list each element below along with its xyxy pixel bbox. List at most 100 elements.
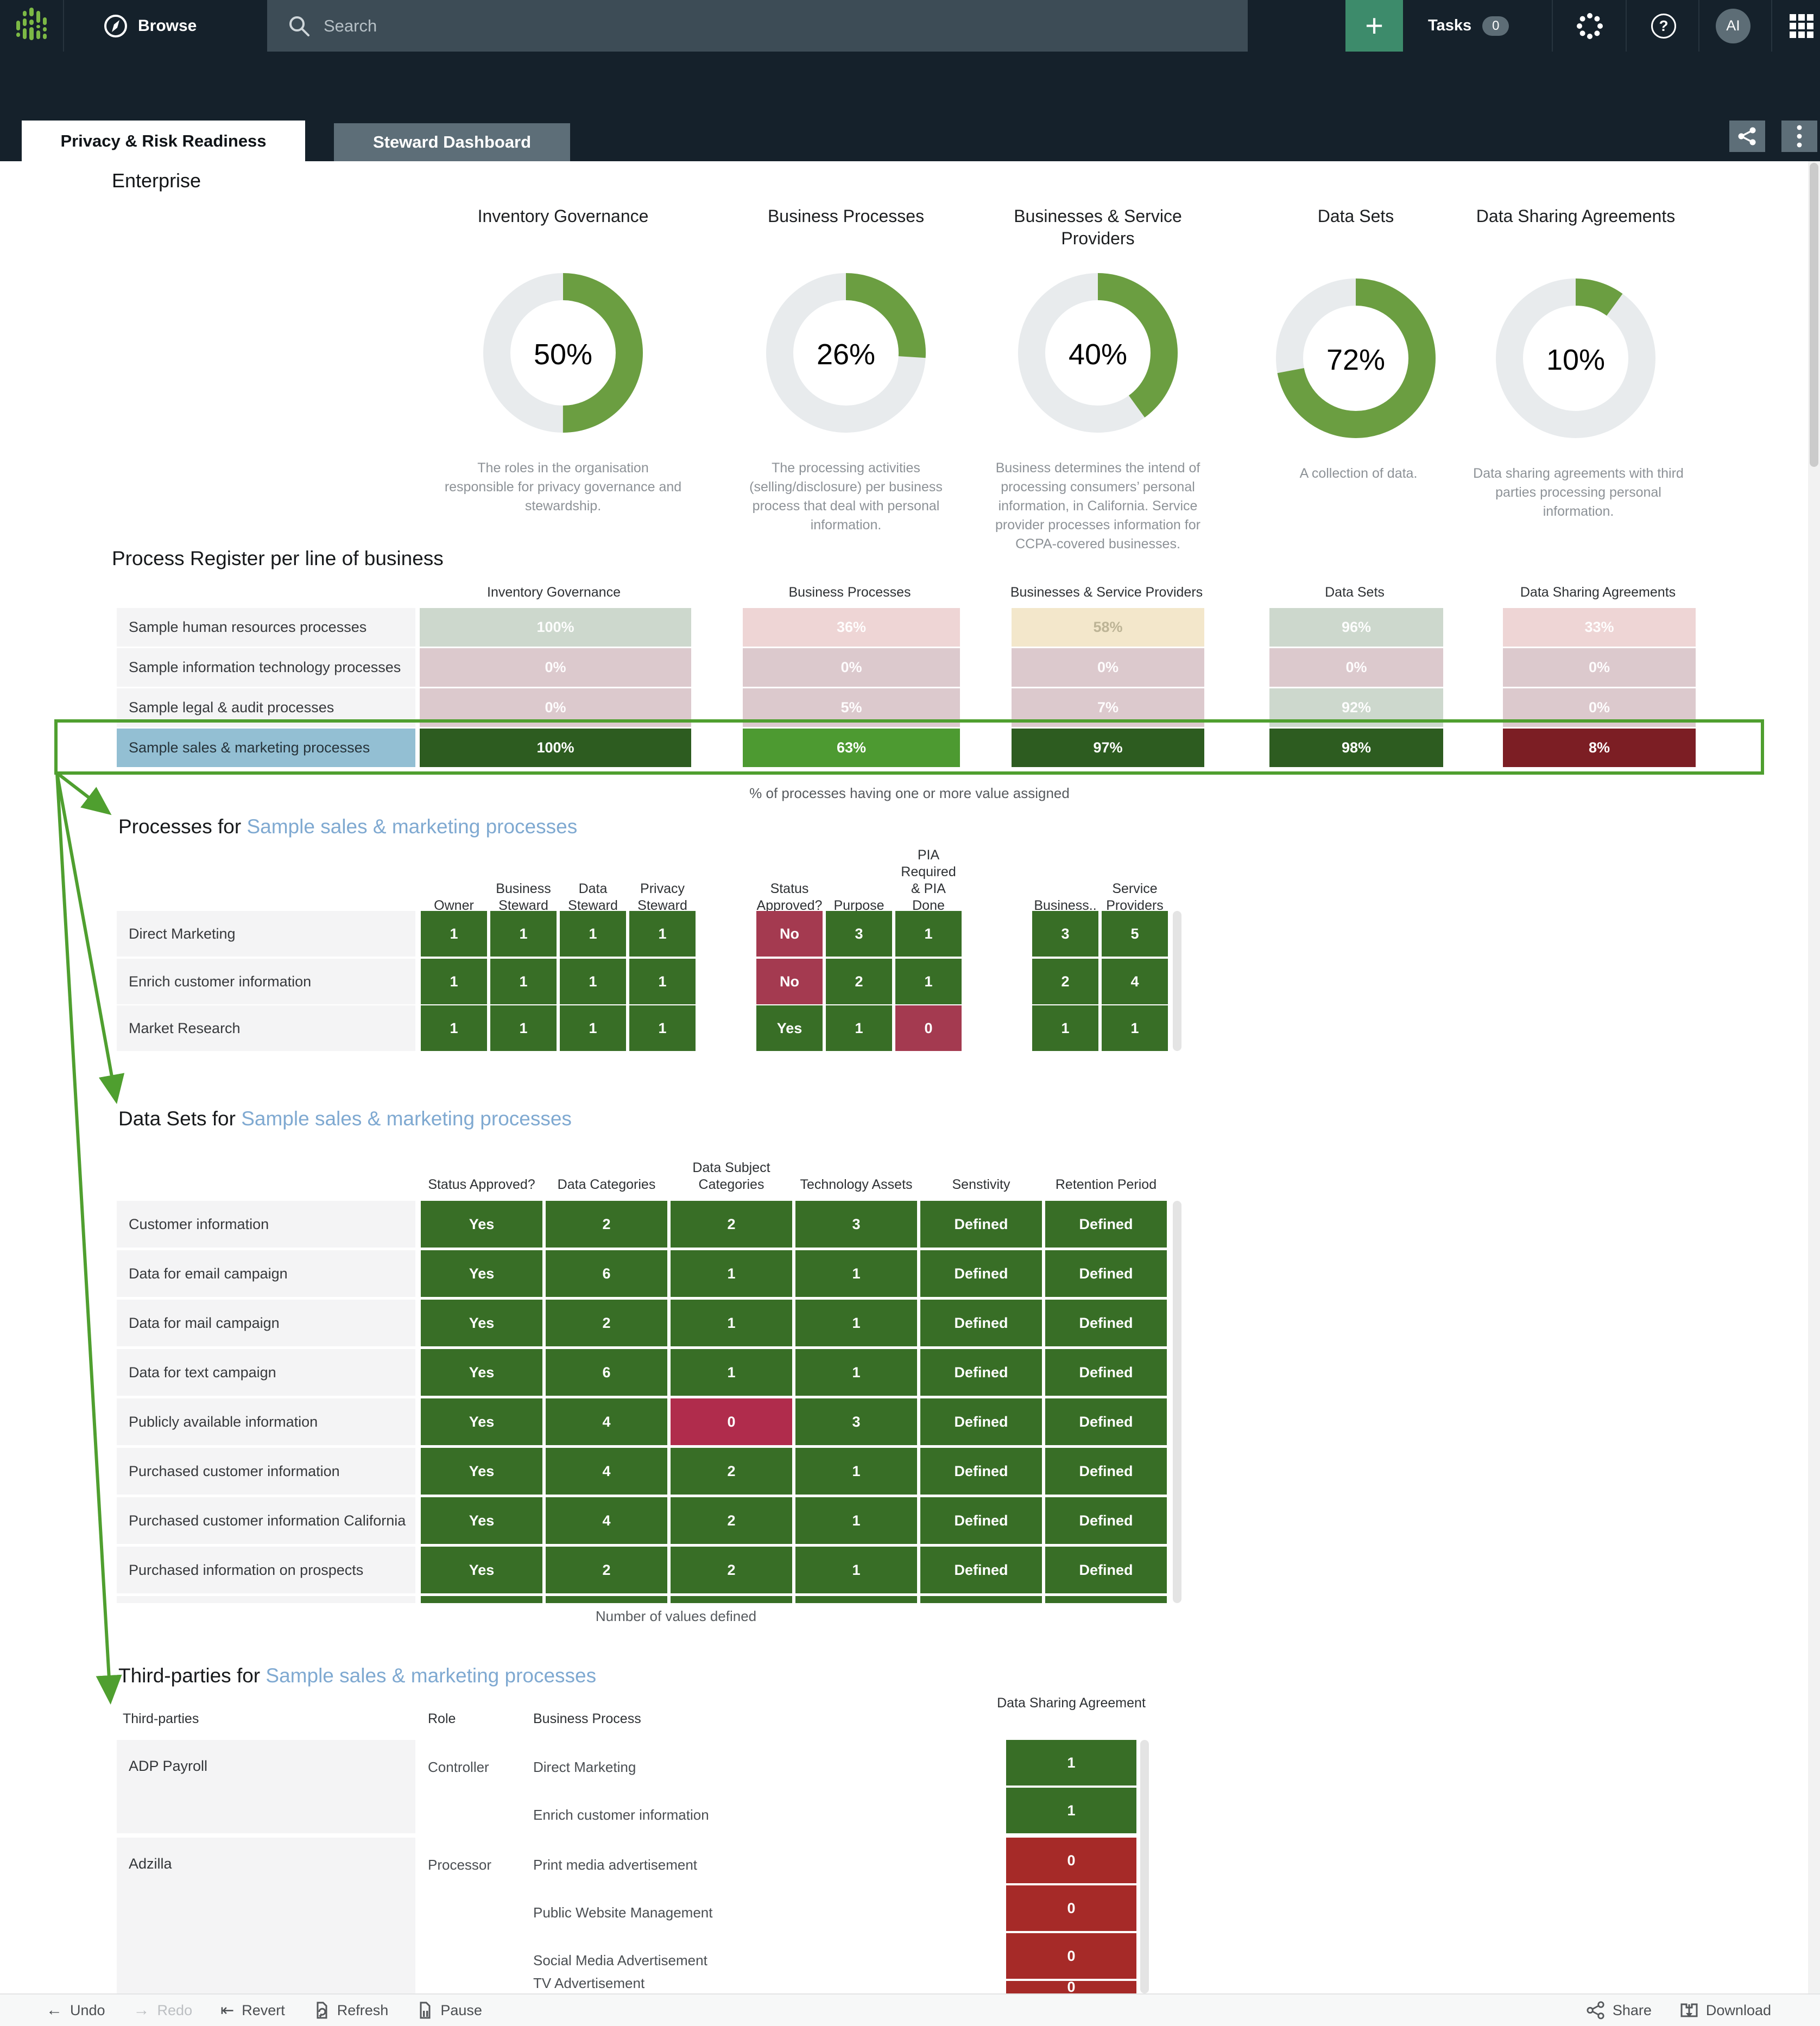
page-scrollbar-track[interactable] [1808, 161, 1820, 1993]
datasets-row: Data for mail campaign Yes 2 1 1 Defined… [117, 1300, 1167, 1346]
donut-description: Data sharing agreements with third parti… [1473, 466, 1684, 519]
dataset-cell-clipped [795, 1596, 917, 1603]
register-cell: 100% [420, 729, 691, 767]
thirdparty-process: Enrich customer information [533, 1807, 709, 1823]
thirdparties-title-link[interactable]: Sample sales & marketing processes [266, 1664, 597, 1687]
process-row-label[interactable]: Enrich customer information [117, 959, 415, 1004]
revert-button[interactable]: ⇤ Revert [220, 2001, 285, 2020]
processes-title-link[interactable]: Sample sales & marketing processes [247, 815, 578, 838]
register-cell: 5% [743, 688, 960, 727]
datasets-col-status-approved: Status Approved? [428, 1177, 535, 1192]
dataset-cell: 3 [795, 1201, 917, 1248]
dataset-row-label[interactable]: Purchased information on prospects [117, 1547, 415, 1593]
dataset-row-label[interactable]: Publicly available information [117, 1398, 415, 1445]
process-cell: 2 [1032, 959, 1098, 1004]
process-cell: 3 [826, 911, 892, 957]
pause-label: Pause [440, 2002, 482, 2018]
dataset-cell: 3 [795, 1398, 917, 1445]
processes-row: Enrich customer information 1 1 1 1 No 2… [117, 959, 1168, 1004]
register-row-label[interactable]: Sample human resources processes [117, 608, 415, 647]
page-scrollbar-thumb[interactable] [1810, 163, 1818, 467]
refresh-button[interactable]: Refresh [313, 2001, 388, 2019]
donut-value: 50% [533, 338, 593, 371]
dataset-cell-clipped [1045, 1596, 1167, 1603]
search-input[interactable]: Search [267, 0, 1248, 52]
dataset-cell: Defined [920, 1398, 1042, 1445]
thirdparties-col-role: Role [428, 1711, 456, 1726]
register-row-selected: Sample sales & marketing processes 100% … [117, 729, 1696, 767]
activities-spinner-button[interactable] [1573, 0, 1606, 52]
dataset-cell: Defined [920, 1300, 1042, 1346]
dataset-row-label[interactable]: Data for text campaign [117, 1349, 415, 1396]
dataset-cell: Defined [920, 1547, 1042, 1593]
tab-privacy-risk-readiness[interactable]: Privacy & Risk Readiness [22, 121, 305, 161]
datasets-row: Purchased customer information Californi… [117, 1497, 1167, 1544]
dataset-cell: 0 [671, 1398, 792, 1445]
dataset-row-label[interactable]: Data for mail campaign [117, 1300, 415, 1346]
process-cell: 1 [826, 1005, 892, 1051]
undo-button[interactable]: ← Undo [46, 2001, 105, 2019]
tasks-button[interactable]: Tasks 0 [1428, 0, 1509, 52]
create-button[interactable]: + [1345, 0, 1403, 52]
datasets-col-technology-assets: Technology Assets [800, 1177, 913, 1192]
process-cell: No [756, 911, 823, 957]
datasets-col-data-categories: Data Categories [557, 1177, 656, 1192]
dataset-cell: 1 [795, 1300, 917, 1346]
process-cell: 1 [1032, 1005, 1098, 1051]
tab-steward-dashboard[interactable]: Steward Dashboard [334, 123, 570, 161]
dataset-row-label[interactable]: Customer information [117, 1201, 415, 1248]
download-button[interactable]: Download [1680, 2001, 1771, 2019]
dataset-cell: Yes [421, 1300, 542, 1346]
register-cell: 0% [743, 648, 960, 687]
donut-chart-inventory-governance [483, 273, 643, 433]
browse-button[interactable]: Browse [87, 0, 213, 52]
thirdparties-table-scrollbar[interactable] [1140, 1740, 1149, 1993]
compass-icon [104, 14, 127, 37]
share-button[interactable]: Share [1587, 2001, 1652, 2019]
datasets-title-link[interactable]: Sample sales & marketing processes [241, 1107, 572, 1130]
register-row-label[interactable]: Sample information technology processes [117, 648, 415, 687]
register-cell: 0% [1503, 688, 1696, 727]
nav-separator [1771, 0, 1772, 52]
datasets-table-scrollbar[interactable] [1173, 1201, 1181, 1603]
dataset-row-label[interactable]: Data for email campaign [117, 1250, 415, 1297]
register-cell: 97% [1012, 729, 1204, 767]
thirdparty-name[interactable]: Adzilla [129, 1856, 172, 1872]
datasets-row: Data for text campaign Yes 6 1 1 Defined… [117, 1349, 1167, 1396]
help-button[interactable]: ? [1647, 0, 1680, 52]
app-logo[interactable] [0, 0, 64, 52]
process-cell: 3 [1032, 911, 1098, 957]
thirdparty-name[interactable]: ADP Payroll [129, 1758, 208, 1774]
dataset-row-label[interactable]: Purchased customer information Californi… [117, 1497, 415, 1544]
register-cell: 33% [1503, 608, 1696, 647]
apps-grid-button[interactable] [1785, 0, 1818, 52]
pause-button[interactable]: Pause [416, 2001, 482, 2019]
thirdparty-band-adzilla [117, 1838, 415, 1993]
process-row-label[interactable]: Market Research [117, 1005, 415, 1051]
register-cell: 58% [1012, 608, 1204, 647]
help-icon: ? [1651, 13, 1676, 39]
redo-button[interactable]: → Redo [134, 2001, 193, 2019]
register-row-label-selected[interactable]: Sample sales & marketing processes [117, 729, 415, 767]
dataset-cell: 2 [546, 1201, 667, 1248]
process-cell: 1 [895, 911, 962, 957]
register-col-businesses-service-providers: Businesses & Service Providers [1010, 585, 1203, 600]
user-avatar[interactable]: AI [1714, 0, 1753, 52]
processes-col-business: Business.. [1034, 898, 1097, 913]
thirdparty-role: Controller [428, 1759, 489, 1775]
dataset-row-label[interactable]: Purchased customer information [117, 1448, 415, 1495]
top-navigation-bar: Browse Search + Tasks 0 [0, 0, 1820, 52]
process-cell: 1 [629, 1005, 696, 1051]
datasets-row: Purchased customer information Yes 4 2 1… [117, 1448, 1167, 1495]
thirdparty-process: Public Website Management [533, 1904, 713, 1921]
register-caption: % of processes having one or more value … [749, 785, 1070, 801]
nav-separator [1552, 0, 1553, 52]
share-dashboard-button[interactable] [1729, 121, 1765, 152]
dashboard-more-menu-button[interactable] [1781, 121, 1817, 152]
donut-value: 72% [1326, 344, 1386, 376]
process-row-label[interactable]: Direct Marketing [117, 911, 415, 957]
register-col-data-sets: Data Sets [1325, 585, 1385, 600]
processes-table-scrollbar[interactable] [1173, 911, 1181, 1051]
register-row-label[interactable]: Sample legal & audit processes [117, 688, 415, 727]
thirdparty-process: Direct Marketing [533, 1759, 636, 1775]
